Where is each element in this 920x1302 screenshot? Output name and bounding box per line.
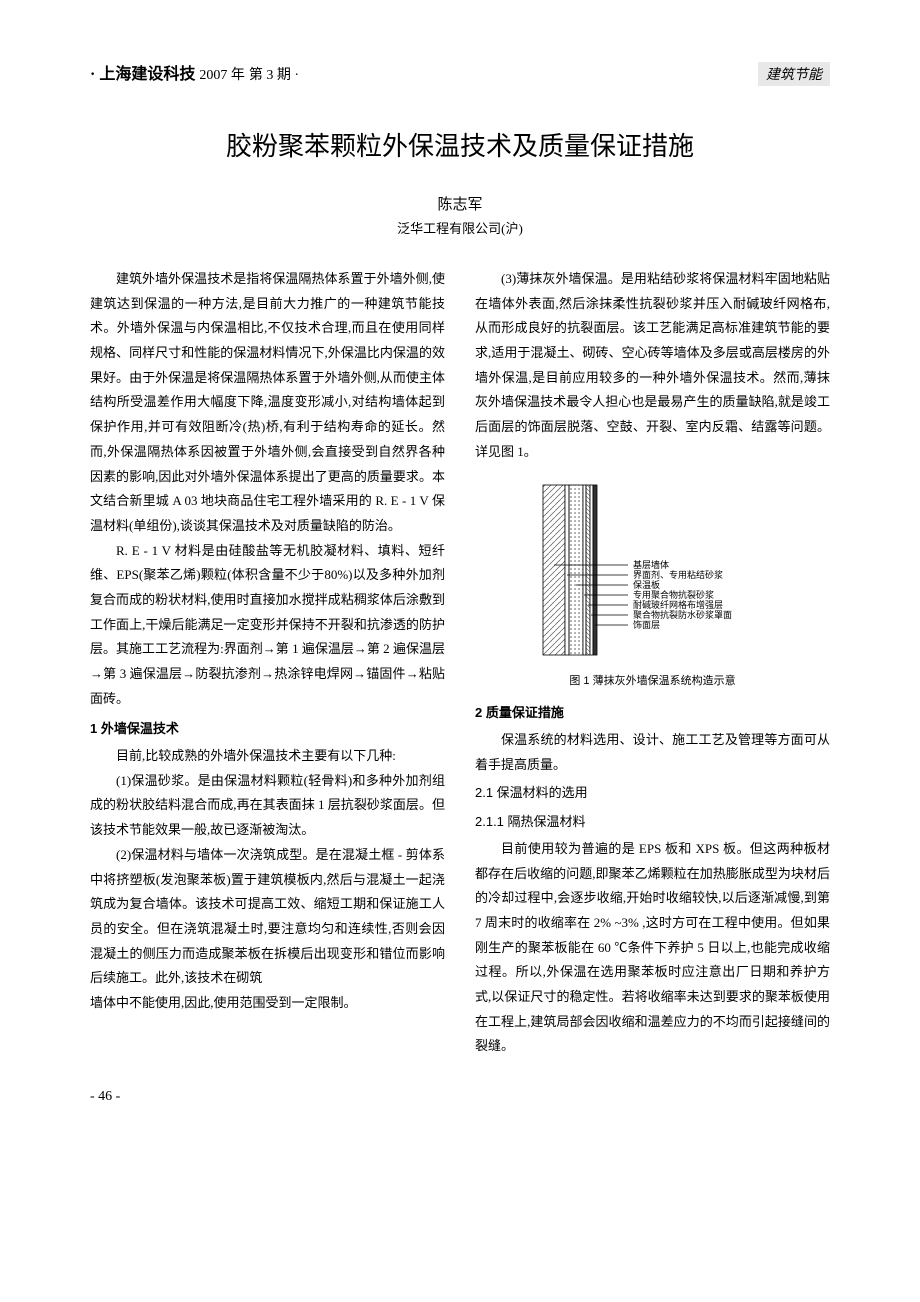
- subsection-heading: 2.1 保温材料的选用: [475, 781, 830, 806]
- paragraph: (3)薄抹灰外墙保温。是用粘结砂浆将保温材料牢固地粘贴在墙体外表面,然后涂抹柔性…: [475, 267, 830, 465]
- layer-label: 饰面层: [633, 619, 660, 630]
- paragraph: (1)保温砂浆。是由保温材料颗粒(轻骨料)和多种外加剂组成的粉状胶结料混合而成,…: [90, 769, 445, 843]
- journal-name: · 上海建设科技: [90, 66, 195, 83]
- body-columns: 建筑外墙外保温技术是指将保温隔热体系置于外墙外侧,使建筑达到保温的一种方法,是目…: [90, 267, 830, 1059]
- affiliation: 泛华工程有限公司(沪): [90, 218, 830, 237]
- journal-issue: · 上海建设科技 2007 年 第 3 期 ·: [90, 60, 299, 84]
- header: · 上海建设科技 2007 年 第 3 期 · 建筑节能: [90, 60, 830, 86]
- paragraph: 建筑外墙外保温技术是指将保温隔热体系置于外墙外侧,使建筑达到保温的一种方法,是目…: [90, 267, 445, 539]
- wall-diagram-svg: 基层墙体 界面剂、专用粘结砂浆 保温板 专用聚合物抗裂砂浆 耐碱玻纤网格布增强层…: [513, 475, 793, 665]
- subsubsection-heading: 2.1.1 隔热保温材料: [475, 810, 830, 835]
- category-label: 建筑节能: [758, 62, 830, 86]
- paragraph: 墙体中不能使用,因此,使用范围受到一定限制。: [90, 991, 445, 1016]
- layer-label: 保温板: [633, 579, 660, 590]
- page-number: - 46 -: [90, 1089, 830, 1105]
- figure-caption: 图 1 薄抹灰外墙保温系统构造示意: [475, 671, 830, 692]
- issue: 第 3 期 ·: [249, 68, 299, 83]
- paragraph: (2)保温材料与墙体一次浇筑成型。是在混凝土框 - 剪体系中将挤塑板(发泡聚苯板…: [90, 843, 445, 991]
- layer-label: 界面剂、专用粘结砂浆: [633, 569, 723, 580]
- paragraph: 目前使用较为普遍的是 EPS 板和 XPS 板。但这两种板材都存在后收缩的问题,…: [475, 837, 830, 1059]
- layer-label: 耐碱玻纤网格布增强层: [633, 599, 723, 610]
- article-title: 胶粉聚苯颗粒外保温技术及质量保证措施: [90, 126, 830, 163]
- paragraph: R. E - 1 V 材料是由硅酸盐等无机胶凝材料、填料、短纤维、EPS(聚苯乙…: [90, 539, 445, 712]
- paragraph: 目前,比较成熟的外墙外保温技术主要有以下几种:: [90, 744, 445, 769]
- author: 陈志军: [90, 193, 830, 214]
- layer-label: 专用聚合物抗裂砂浆: [633, 589, 714, 600]
- figure-1: 基层墙体 界面剂、专用粘结砂浆 保温板 专用聚合物抗裂砂浆 耐碱玻纤网格布增强层…: [475, 475, 830, 692]
- year: 2007 年: [199, 68, 245, 83]
- section-heading: 2 质量保证措施: [475, 701, 830, 726]
- section-heading: 1 外墙保温技术: [90, 717, 445, 742]
- layer-label: 聚合物抗裂防水砂浆罩面: [633, 609, 732, 620]
- paragraph: 保温系统的材料选用、设计、施工工艺及管理等方面可从着手提高质量。: [475, 728, 830, 777]
- layer-label: 基层墙体: [633, 559, 669, 570]
